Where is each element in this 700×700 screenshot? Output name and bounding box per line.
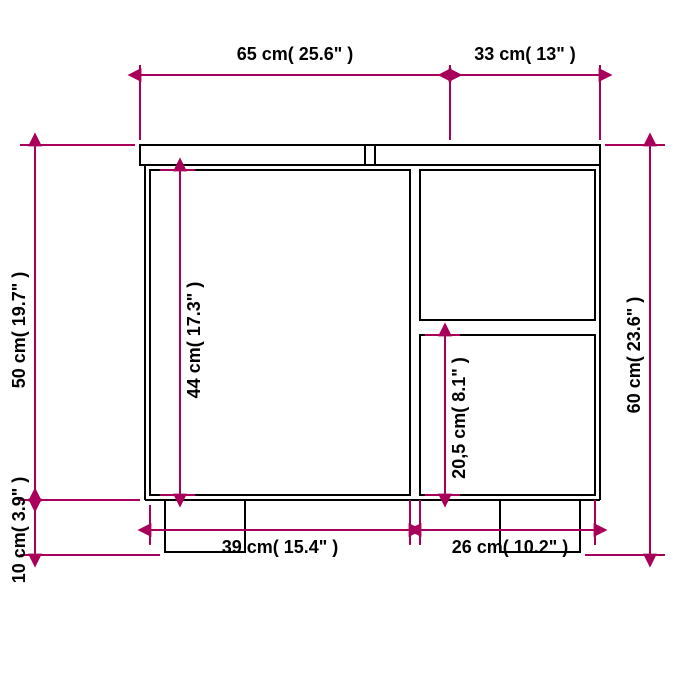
label-right-total: 60 cm( 23.6" ) [624,297,644,414]
label-top-width: 65 cm( 25.6" ) [237,44,354,64]
top-slab [140,145,600,165]
label-drawer-w: 26 cm( 10.2" ) [452,537,569,557]
label-door-w: 39 cm( 15.4" ) [222,537,339,557]
dimension-lines [20,65,665,555]
label-left-leg: 10 cm( 3.9" ) [9,477,29,584]
label-left-body: 50 cm( 19.7" ) [9,272,29,389]
drawer-bottom [420,335,595,495]
dimension-labels: 65 cm( 25.6" ) 33 cm( 13" ) 50 cm( 19.7"… [9,44,644,583]
dimension-diagram: 65 cm( 25.6" ) 33 cm( 13" ) 50 cm( 19.7"… [0,0,700,700]
label-top-depth: 33 cm( 13" ) [474,44,576,64]
label-drawer-h: 20,5 cm( 8.1" ) [449,357,469,479]
drawer-top [420,170,595,320]
label-door-h: 44 cm( 17.3" ) [184,282,204,399]
